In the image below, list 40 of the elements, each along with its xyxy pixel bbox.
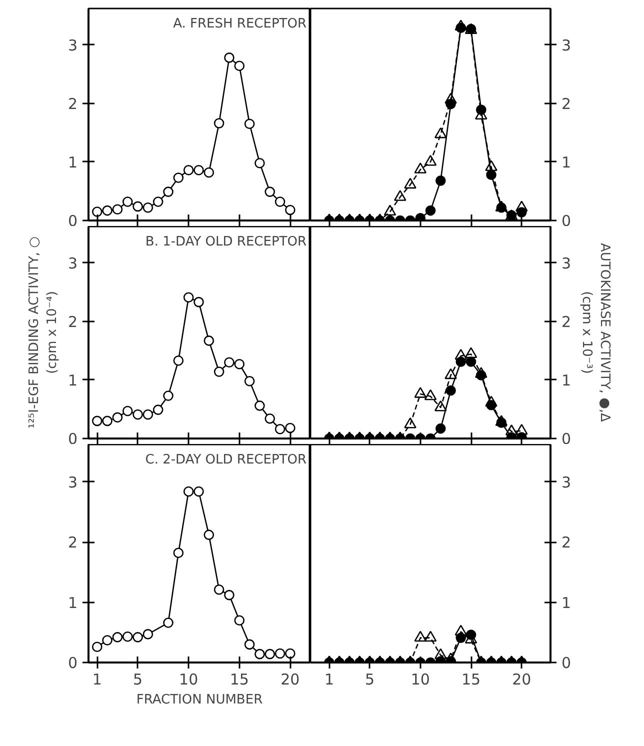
y-tick-label: 0 bbox=[68, 430, 78, 448]
x-tick-label: 1 bbox=[324, 670, 334, 688]
y-tick-label: 0 bbox=[562, 430, 572, 448]
y-tick-label: 3 bbox=[562, 473, 572, 492]
y-tick-label: 3 bbox=[68, 36, 78, 54]
x-tick-label: 15 bbox=[461, 670, 481, 688]
y-axis-title: AUTOKINASE ACTIVITY, ●,Δ (cpm x 10⁻³) bbox=[579, 243, 612, 422]
y-tick-label: 3 bbox=[562, 36, 572, 54]
y-tick-label: 3 bbox=[68, 254, 78, 272]
y-tick-label: 0 bbox=[562, 654, 572, 672]
y-tick-label: 1 bbox=[68, 371, 78, 390]
y-tick-label: 1 bbox=[562, 594, 572, 612]
y-tick-label: 0 bbox=[68, 654, 78, 672]
y-tick-label: 1 bbox=[68, 153, 78, 172]
x-tick-label: 10 bbox=[179, 670, 198, 688]
y-tick-label: 0 bbox=[562, 212, 572, 230]
y-tick-label: 2 bbox=[562, 534, 572, 552]
y-tick-label: 1 bbox=[562, 371, 572, 390]
x-tick-label: 20 bbox=[280, 670, 300, 688]
y-tick-label: 2 bbox=[562, 312, 572, 331]
x-tick-label: 10 bbox=[410, 670, 430, 688]
x-tick-label: 5 bbox=[133, 670, 143, 688]
y-axis-title: ¹²⁵I-EGF BINDING ACTIVITY, ○ (cpm x 10⁻⁴) bbox=[26, 236, 60, 429]
y-tick-label: 0 bbox=[68, 212, 78, 230]
x-tick-label: 5 bbox=[364, 670, 375, 688]
x-tick-label: 20 bbox=[512, 670, 532, 688]
text: A. FRESH RECEPTOR bbox=[173, 16, 307, 32]
x-axis-title: FRACTION NUMBER bbox=[136, 692, 263, 708]
text: B. 1-DAY OLD RECEPTOR bbox=[145, 234, 307, 250]
x-tick-label: 1 bbox=[92, 670, 102, 688]
y-tick-label: 2 bbox=[562, 94, 572, 113]
text: C. 2-DAY OLD RECEPTOR bbox=[145, 452, 307, 468]
y-tick-label: 2 bbox=[68, 312, 78, 331]
y-tick-label: 1 bbox=[562, 153, 572, 172]
y-tick-label: 3 bbox=[562, 254, 572, 272]
y-tick-label: 1 bbox=[68, 594, 78, 612]
y-tick-label: 2 bbox=[68, 94, 78, 113]
y-tick-label: 2 bbox=[68, 534, 78, 552]
y-tick-label: 3 bbox=[68, 473, 78, 492]
x-tick-label: 15 bbox=[230, 670, 249, 688]
